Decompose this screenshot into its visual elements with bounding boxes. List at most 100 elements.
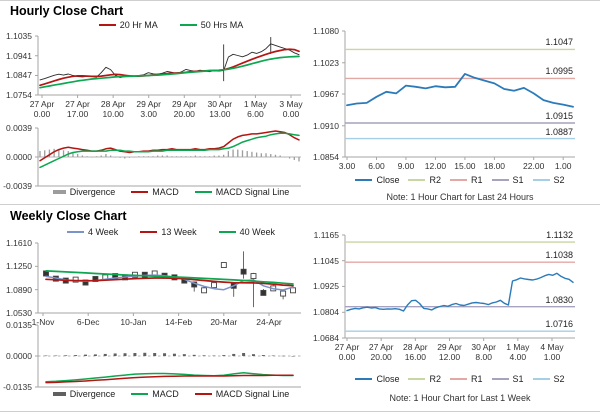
weekly-macd-legend-item-macd: MACD (131, 389, 179, 399)
hourly-close-24h-legend-label-s1: S1 (512, 175, 524, 185)
weekly-close-1wk-ytick-4: 1.0684 (313, 333, 339, 343)
weekly-close-1wk-level-r1: 1.1038 (545, 250, 573, 261)
weekly-close-1wk-xtick-3: 29 Apr 12.00 (437, 342, 462, 363)
weekly-close-1wk-xtick-0: 27 Apr 0.00 (334, 342, 360, 363)
hourly-close-24h-ytick-0: 1.1080 (313, 26, 339, 36)
hourly-close-24h-xtick-2: 9.00 (397, 161, 415, 171)
hourly-macd-legend-item-macd: MACD (131, 187, 179, 197)
weekly-price-legend: 4 Week 13 Week 40 Week (40, 227, 302, 237)
hourly-macd-ytick-0: 0.0039 (6, 123, 32, 133)
hourly-close-24h-xtick-4: 15.00 (454, 161, 476, 171)
hourly-close-24h-legend-label-s2: S2 (553, 175, 565, 185)
weekly-price-legend-label-4-week: 4 Week (87, 227, 119, 237)
weekly-price-xtick-3: 14-Feb (165, 317, 193, 327)
hourly-close-24h-level-s2: 1.0887 (545, 126, 573, 137)
weekly-price-xtick-5: 24-Apr (256, 317, 282, 327)
weekly-close-1wk-legend-label-s1: S1 (512, 374, 524, 384)
weekly-price-legend-label-13-week: 13 Week (161, 227, 197, 237)
weekly-macd-legend: Divergence MACD MACD Signal Line (40, 389, 302, 399)
hourly-close-24h-xtick-7: 1.00 (554, 161, 572, 171)
hourly-close-24h-legend-item-s2: S2 (532, 175, 565, 185)
13-week-swatch (140, 231, 158, 233)
s2-swatch (532, 179, 550, 181)
hourly-macd-ytick-1: 0.0000 (6, 152, 32, 162)
weekly-price-legend-item-13-week: 13 Week (140, 227, 197, 237)
4-week-swatch (66, 231, 84, 233)
weekly-close-1wk-legend-label-r2: R2 (429, 374, 441, 384)
weekly-section-title: Weekly Close Chart (10, 209, 127, 223)
divergence-swatch (52, 392, 66, 396)
hourly-close-24h-legend-item-close: Close (355, 175, 399, 185)
hourly-close-24h-ytick-3: 1.0910 (313, 120, 339, 131)
hourly-macd-legend: Divergence MACD MACD Signal Line (40, 187, 302, 197)
hourly-price-legend-item-20-hr-ma: 20 Hr MA (98, 20, 158, 30)
weekly-close-1wk-xtick-2: 28 Apr 16.00 (403, 342, 428, 363)
hourly-close-24h-legend: Close R2 R1 S1 S2 (345, 175, 575, 185)
weekly-close-1wk-legend-label-close: Close (376, 374, 400, 384)
hourly-price-ytick-0: 1.1035 (6, 31, 32, 41)
hourly-price-xtick-4: 29 Apr 20.00 (171, 99, 197, 120)
weekly-price-ytick-3: 1.0530 (6, 308, 32, 318)
weekly-close-1wk-legend-label-r1: R1 (470, 374, 483, 384)
weekly-close-1wk-ytick-3: 1.0804 (313, 307, 339, 318)
hourly-macd-ytick-2: -0.0039 (3, 181, 32, 191)
hourly-close-24h-legend-label-r1: R1 (470, 175, 483, 185)
hourly-macd-legend-label-macd-signal-line: MACD Signal Line (215, 187, 290, 197)
weekly-macd-legend-label-macd-signal-line: MACD Signal Line (215, 389, 290, 399)
hourly-close-24h-ytick-4: 1.0854 (313, 152, 339, 162)
s2-swatch (532, 378, 550, 380)
40-week-swatch (218, 231, 236, 233)
weekly-price-legend-item-4-week: 4 Week (66, 227, 119, 237)
hourly-price-xtick-3: 29 Apr 3.00 (136, 99, 161, 120)
hourly-price-ytick-2: 1.0847 (6, 70, 32, 81)
weekly-close-1wk-legend-item-r2: R2 (408, 374, 441, 384)
weekly-close-1wk-ytick-2: 1.0925 (313, 281, 339, 292)
weekly-close-1wk-xtick-5: 1 May 4.00 (506, 342, 530, 363)
weekly-close-1wk-xtick-6: 4 May 1.00 (540, 342, 564, 363)
hourly-close-24h-level-s1: 1.0915 (545, 110, 573, 121)
close-swatch (355, 378, 373, 380)
hourly-close-24h-xtick-0: 3.00 (338, 161, 356, 171)
weekly-price-legend-item-40-week: 40 Week (218, 227, 275, 237)
bottom-divider (0, 411, 600, 412)
weekly-price-ytick-0: 1.1610 (6, 238, 32, 248)
hourly-close-24h-level-r2: 1.1047 (545, 37, 573, 48)
hourly-price-xtick-1: 27 Apr 17.00 (65, 99, 90, 120)
hourly-price-xtick-0: 27 Apr 0.00 (29, 99, 55, 120)
weekly-macd-legend-item-divergence: Divergence (52, 389, 115, 399)
hourly-macd-legend-item-divergence: Divergence (52, 187, 115, 197)
hourly-close-24h-xtick-3: 12.00 (424, 161, 447, 171)
hourly-price-legend-label-20-hr-ma: 20 Hr MA (119, 20, 158, 30)
weekly-close-1wk-legend-item-close: Close (355, 374, 399, 384)
hourly-close-24h-xtick-6: 22.00 (523, 161, 545, 171)
weekly-macd-ytick-0: 0.0135 (6, 320, 32, 330)
hourly-macd-legend-item-macd-signal-line: MACD Signal Line (194, 187, 290, 197)
hourly-price-legend-label-50-hrs-ma: 50 Hrs MA (200, 20, 244, 30)
weekly-close-1wk-ytick-1: 1.1045 (313, 255, 339, 266)
macd-swatch (131, 191, 149, 193)
hourly-close-24h-legend-label-r2: R2 (429, 175, 441, 185)
divergence-swatch (52, 190, 66, 194)
hourly-close-24h-ytick-1: 1.1023 (313, 57, 339, 68)
macd-signal-line-swatch (194, 191, 212, 193)
weekly-close-1wk-ytick-0: 1.1165 (313, 230, 339, 240)
hourly-close-24h-legend-item-s1: S1 (491, 175, 524, 185)
hourly-close-24h-legend-item-r1: R1 (449, 175, 483, 185)
s1-swatch (491, 378, 509, 380)
hourly-price-legend: 20 Hr MA 50 Hrs MA (40, 20, 302, 30)
hourly-price-xtick-2: 28 Apr 10.00 (100, 99, 126, 120)
weekly-price-xtick-4: 20-Mar (210, 317, 238, 327)
hourly-close-24h-ytick-2: 1.0967 (313, 89, 339, 99)
weekly-close-1wk-xtick-1: 27 Apr 20.00 (368, 342, 394, 363)
hourly-24h-note: Note: 1 Hour Chart for Last 24 Hours (386, 192, 534, 202)
hourly-macd-legend-label-macd: MACD (152, 187, 179, 197)
macd-swatch (131, 393, 149, 395)
weekly-close-1wk-legend: Close R2 R1 S1 S2 (345, 374, 575, 384)
weekly-price-xtick-1: 6-Dec (76, 317, 100, 327)
